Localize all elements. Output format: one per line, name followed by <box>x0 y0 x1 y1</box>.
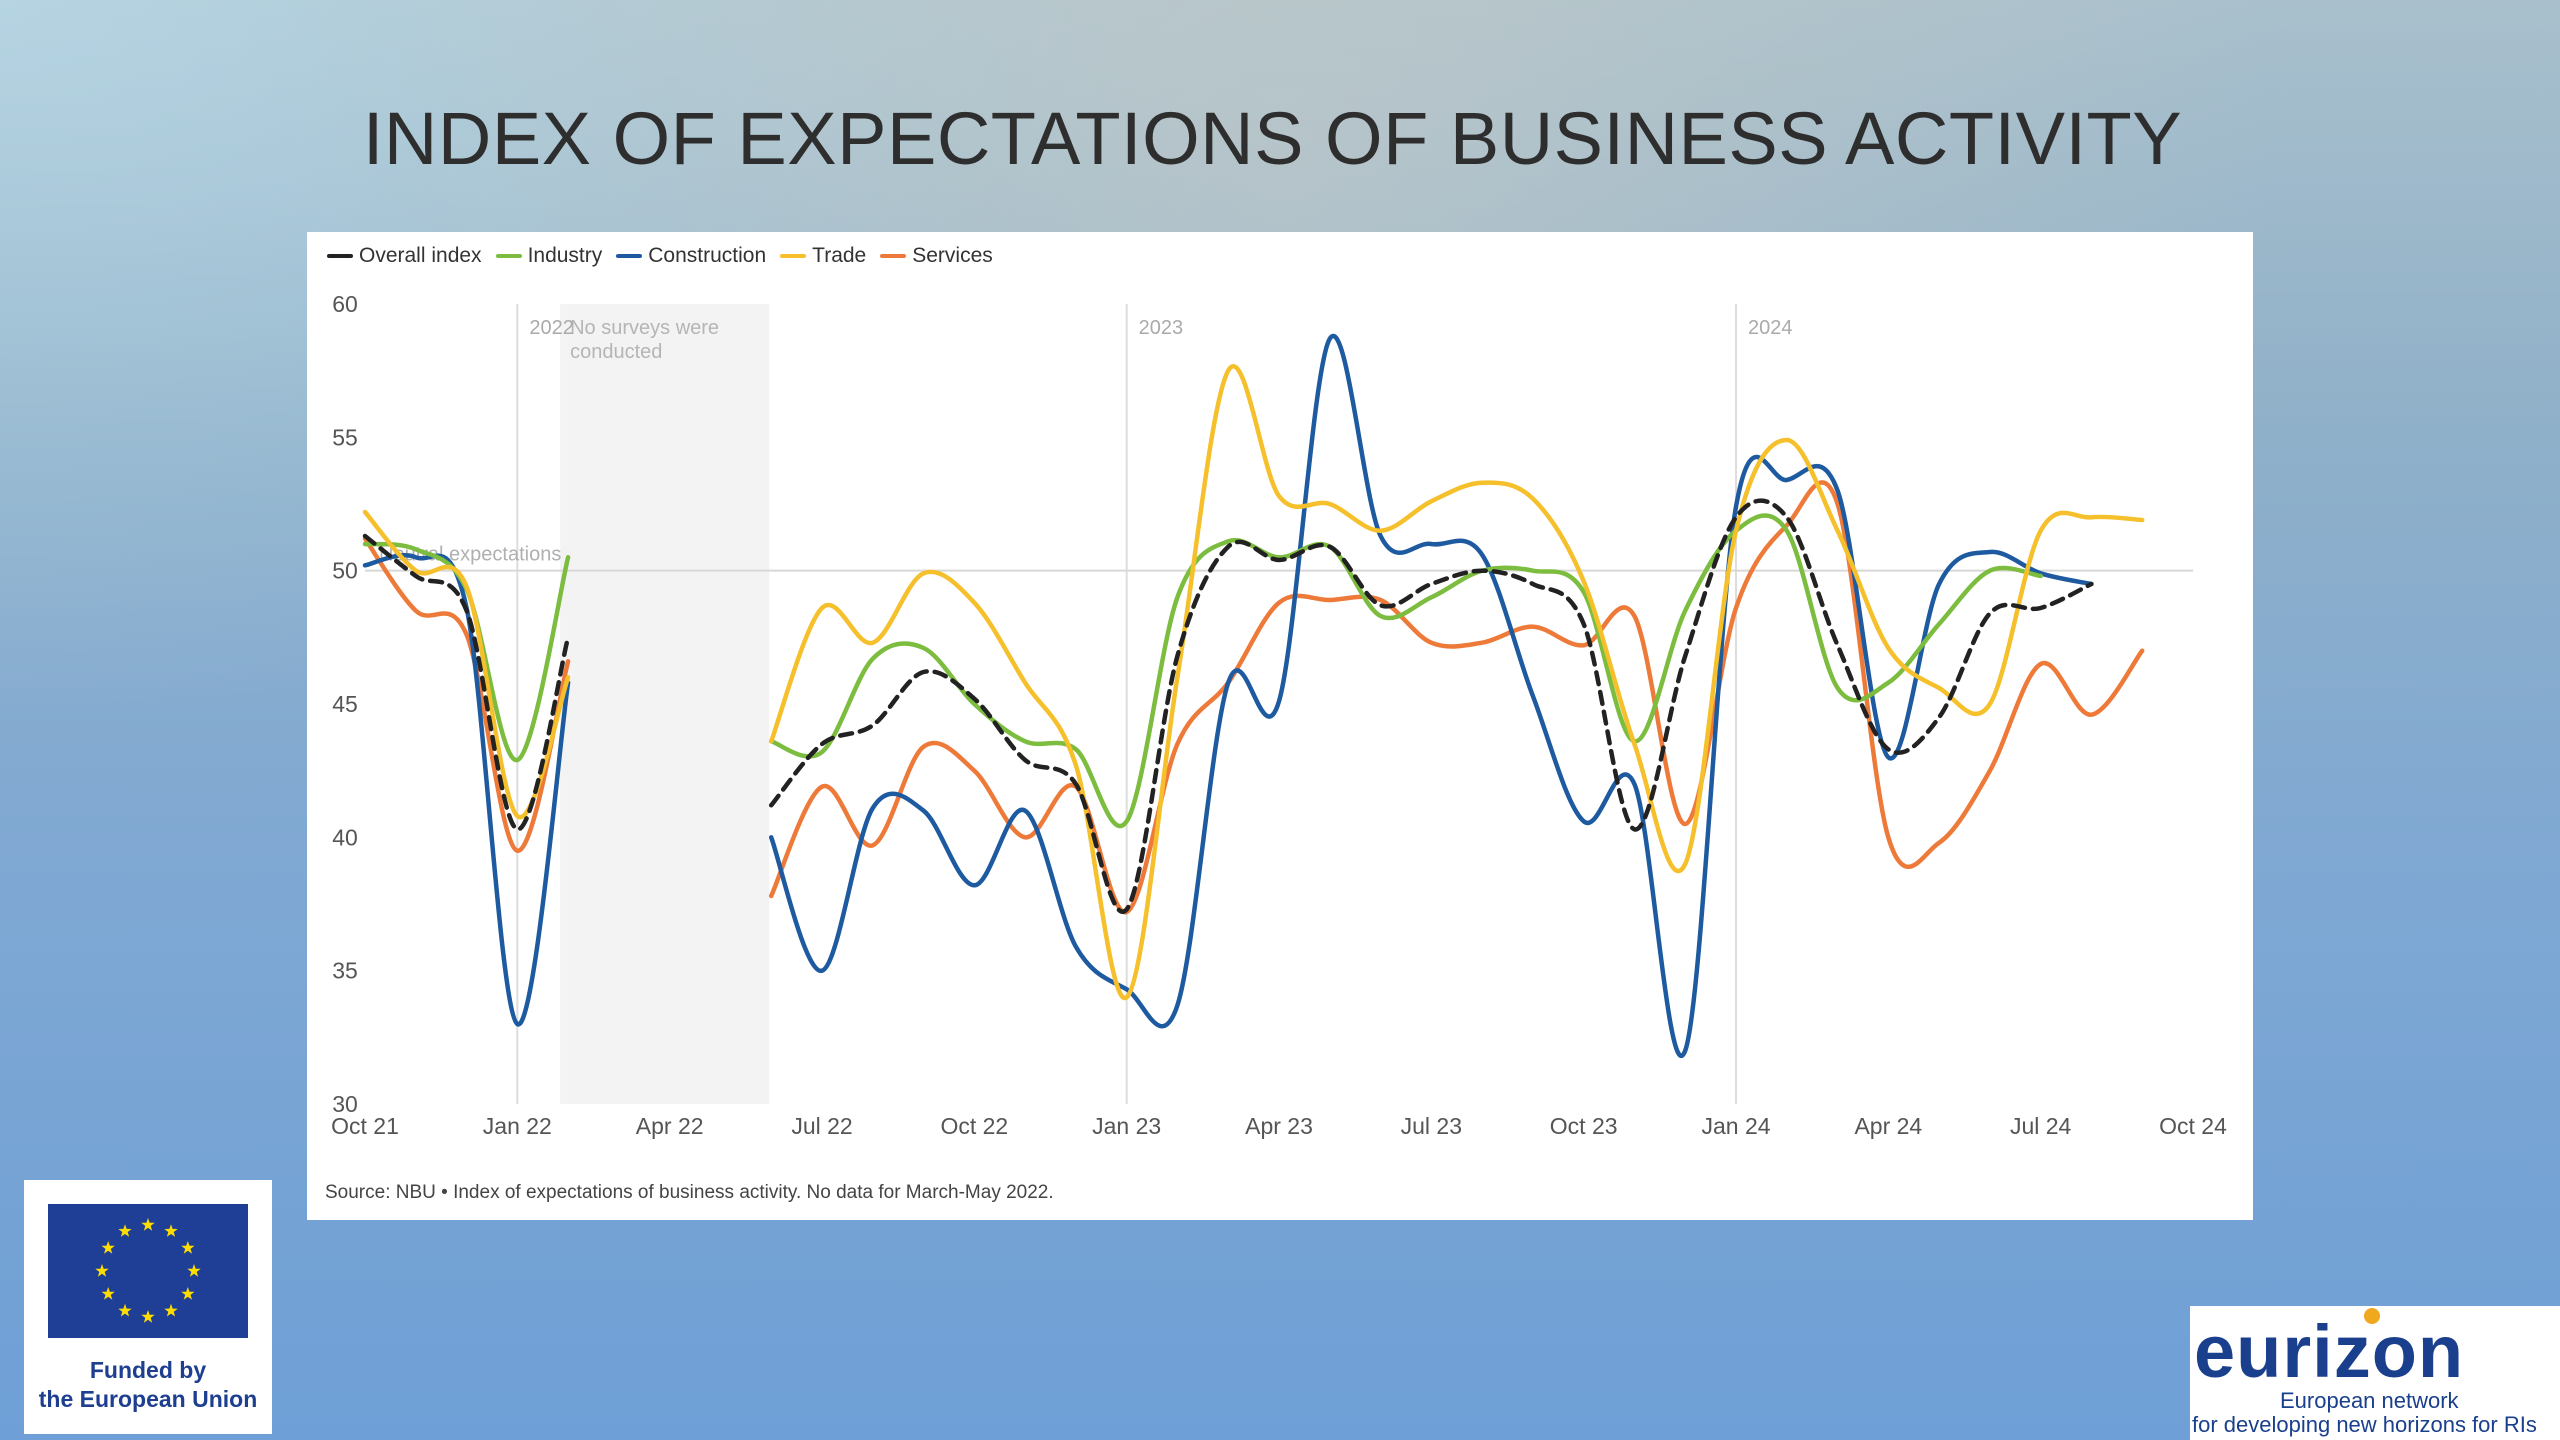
series-line-services-segment-2 <box>768 480 2145 915</box>
eu-funding-line2: the European Union <box>38 1386 258 1412</box>
eu-star-icon <box>141 1218 155 1231</box>
eu-flag-icon <box>48 1204 248 1338</box>
legend-swatch <box>616 254 643 258</box>
eu-star-icon <box>141 1310 155 1323</box>
chart-source-note: Source: NBU • Index of expectations of b… <box>325 1182 1054 1203</box>
x-tick-label: Oct 24 <box>2159 1113 2227 1139</box>
legend-swatch <box>880 254 907 258</box>
no-survey-label-line2: conducted <box>570 341 662 363</box>
legend-item: Trade <box>780 244 866 268</box>
y-tick-label: 60 <box>332 291 358 317</box>
eu-star-icon <box>101 1287 115 1300</box>
year-marker-label: 2024 <box>1748 317 1793 339</box>
y-tick-label: 55 <box>332 424 358 450</box>
x-tick-label: Apr 23 <box>1245 1113 1313 1139</box>
eurizon-dot-icon <box>2364 1308 2380 1324</box>
y-tick-label: 35 <box>332 958 358 984</box>
x-tick-label: Apr 24 <box>1854 1113 1922 1139</box>
chart-legend: Overall index Industry Construction Trade Se… <box>327 240 1007 272</box>
slide-title: INDEX OF EXPECTATIONS OF BUSINESS ACTIVI… <box>362 97 2183 180</box>
x-tick-label: Oct 23 <box>1550 1113 1618 1139</box>
series-line-overall-index-segment-2 <box>768 498 2094 915</box>
x-tick-label: Jan 23 <box>1092 1113 1161 1139</box>
x-tick-label: Jan 22 <box>483 1113 552 1139</box>
no-survey-label-line1: No surveys were <box>570 317 719 339</box>
no-survey-band <box>560 304 770 1104</box>
eu-star-icon <box>164 1224 178 1237</box>
legend-item: Industry <box>495 244 603 268</box>
y-tick-label: 40 <box>332 824 358 850</box>
eu-star-icon <box>181 1241 195 1254</box>
eurizon-tagline-2: for developing new horizons for RIs <box>2192 1412 2537 1437</box>
legend-label: Services <box>912 244 993 267</box>
eurizon-tagline-1: European network <box>2280 1388 2459 1413</box>
eu-funding-badge: Funded by the European Union <box>24 1180 272 1434</box>
series-line-industry-segment-1 <box>362 541 571 763</box>
eu-star-icon <box>181 1287 195 1300</box>
x-tick-label: Jul 23 <box>1401 1113 1462 1139</box>
x-tick-label: Jul 24 <box>2010 1113 2072 1139</box>
eu-star-icon <box>164 1303 178 1317</box>
legend-swatch <box>495 254 522 258</box>
series-line-trade-segment-2 <box>768 364 2145 1001</box>
eurizon-wordmark: eurizon <box>2194 1310 2465 1393</box>
eu-star-icon <box>101 1241 115 1254</box>
eu-star-icon <box>118 1224 132 1237</box>
x-tick-label: Jul 22 <box>791 1113 852 1139</box>
legend-item: Services <box>880 244 993 268</box>
legend-label: Construction <box>648 244 767 267</box>
series-line-industry-segment-2 <box>768 513 2043 828</box>
series-line-overall-index-segment-1 <box>362 533 571 832</box>
legend-label: Overall index <box>359 244 482 267</box>
year-marker-label: 2023 <box>1139 317 1184 339</box>
legend-swatch <box>780 254 807 258</box>
chart-card: No surveys were conducted 2022 2023 2024 Neut… <box>307 232 2253 1220</box>
series-line-construction-segment-1 <box>362 553 571 1027</box>
y-tick-label: 50 <box>332 558 358 584</box>
y-tick-label: 30 <box>332 1091 358 1117</box>
x-tick-label: Oct 21 <box>331 1113 399 1139</box>
eu-funding-line1: Funded by <box>89 1357 207 1383</box>
series-line-construction-segment-2 <box>768 333 2094 1058</box>
eurizon-logo: eurizon European network for developing … <box>2190 1306 2560 1440</box>
eu-star-icon <box>187 1264 201 1277</box>
x-tick-label: Oct 22 <box>940 1113 1008 1139</box>
x-tick-label: Jan 24 <box>1701 1113 1770 1139</box>
legend-item: Overall index <box>327 244 482 268</box>
y-tick-label: 45 <box>332 691 358 717</box>
year-marker-label: 2022 <box>529 317 574 339</box>
legend-label: Industry <box>527 244 603 267</box>
legend-item: Construction <box>616 244 766 268</box>
eu-star-icon <box>95 1264 109 1277</box>
eu-star-icon <box>118 1303 132 1317</box>
eu-funding-text: Funded by the European Union <box>24 1356 272 1414</box>
legend-swatch <box>327 254 353 258</box>
x-tick-label: Apr 22 <box>636 1113 704 1139</box>
legend-label: Trade <box>812 244 867 267</box>
